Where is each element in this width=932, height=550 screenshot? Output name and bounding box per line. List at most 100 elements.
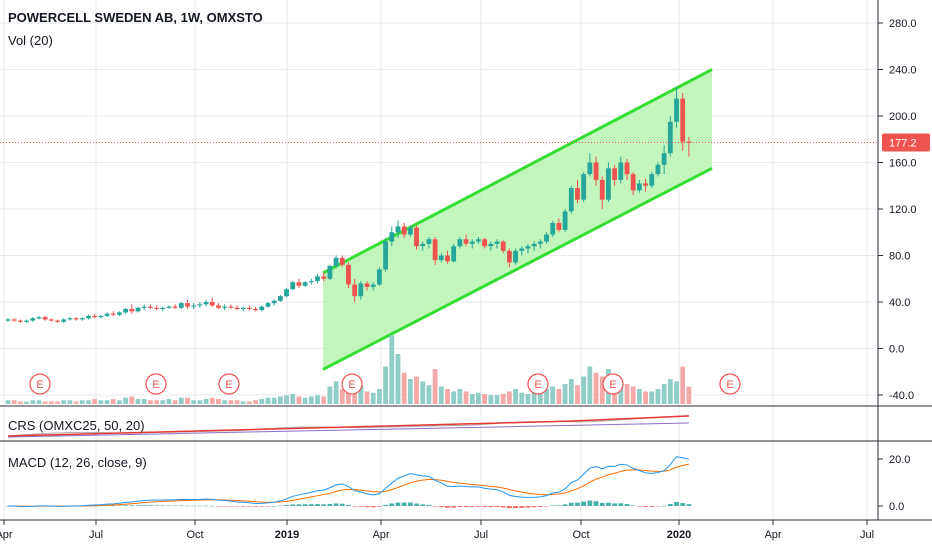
time-tick-label: Oct [572,529,589,541]
candle-body [302,282,308,286]
macd-hist-bar [383,504,388,506]
candle-body [277,296,283,301]
candle-body [61,319,67,322]
volume-bar [432,369,438,404]
earnings-marker[interactable] [29,373,51,395]
volume-bar [321,396,327,404]
candle-body [352,284,358,297]
candle-body [407,227,413,235]
earnings-marker[interactable] [527,373,549,395]
macd-hist-bar [537,506,543,507]
macd-hist-bar [277,505,283,507]
price-tick-label: 280.0 [889,18,917,30]
volume-bar [110,399,116,404]
macd-hist-bar [327,503,333,506]
macd-hist-bar [420,504,426,506]
macd-hist-bar [315,504,320,506]
macd-hist-bar [674,501,679,506]
earnings-marker[interactable] [145,373,167,395]
last-price-badge: 177.2 [882,133,930,152]
volume-bar [73,401,79,404]
macd-hist-bar [228,506,234,507]
candle-body [259,306,265,311]
macd-hist-bar [655,506,661,507]
candle-body [178,303,184,308]
price-tick-label: 160.0 [889,158,917,170]
candle-body [346,264,351,285]
volume-bar [568,379,574,404]
candle-body [172,306,178,308]
crs-lines [7,415,689,438]
volume-bar [17,401,23,404]
candle-body [581,174,587,200]
candle-body [457,239,463,247]
volume-bar [228,400,234,404]
macd-label: MACD (12, 26, close, 9) [8,455,147,470]
macd-hist-bar [110,505,116,507]
earnings-marker-label: E [152,379,159,391]
candle-body [544,234,549,242]
volume-bar [414,376,419,404]
earnings-marker[interactable] [341,373,363,395]
volume-bar [364,391,370,404]
candle-body [556,222,562,230]
candle-body [315,276,320,282]
macd-hist-bar [587,500,593,506]
price-axis[interactable]: 280.0 240.0 200.0 160.0 120.0 80.0 40.0 0.0 -40.… [878,18,917,402]
earnings-marker[interactable] [719,373,741,395]
candle-body [209,302,215,306]
macd-hist-bar [469,506,475,507]
candle-body [110,313,116,315]
macd-hist-bar [649,506,655,507]
macd-hist-bar [377,506,382,507]
macd-tick-label: 20.0 [889,454,910,466]
candle-body [86,315,91,319]
channel-upper-line[interactable] [322,68,713,275]
earnings-marker[interactable] [602,373,624,395]
price-tick-label: -40.0 [889,390,914,402]
macd-hist-bar [216,506,221,507]
volume-bar [222,400,228,404]
candle-body [42,317,48,320]
volume-bar [346,384,351,404]
macd-hist-bar [643,506,648,507]
volume-bar [680,366,686,404]
volume-bar [599,376,605,404]
candle-body [562,211,568,230]
volume-bar [438,386,444,404]
macd-hist-bar [308,504,314,506]
candle-body [568,188,574,212]
volume-bar [55,401,60,404]
volume-bar [277,396,283,404]
earnings-marker[interactable] [218,373,240,395]
volume-bar [649,391,655,404]
candle-body [575,188,580,200]
volume-bar [92,399,98,404]
volume-bar [166,399,172,404]
earnings-marker-label: E [534,379,541,391]
volume-bar [661,384,667,404]
macd-axis[interactable]: 20.0 0.0 [878,454,910,513]
macd-hist-bar [147,505,153,506]
volume-bar [123,397,129,404]
candle-body [228,306,234,308]
volume-bar [426,385,432,404]
macd-hist-bar [395,502,401,506]
volume-bar [117,400,122,404]
volume-bar [36,400,42,404]
channel-lower-line[interactable] [322,166,713,371]
macd-lines [7,456,690,508]
macd-hist-bar [544,506,549,507]
volume-bar [407,379,413,404]
volume-bar [494,395,500,404]
candle-body [500,241,506,251]
price-tick-label: 80.0 [889,251,910,263]
volume-bar [420,381,426,404]
volume-bar [488,395,494,404]
time-axis[interactable]: Apr Jul Oct 2019 Apr Jul Oct 2020 Apr Jul [0,520,874,541]
candle-body [432,239,438,261]
volume-bar [587,366,593,404]
candle-body [674,98,679,122]
macd-hist-bar [476,506,481,507]
